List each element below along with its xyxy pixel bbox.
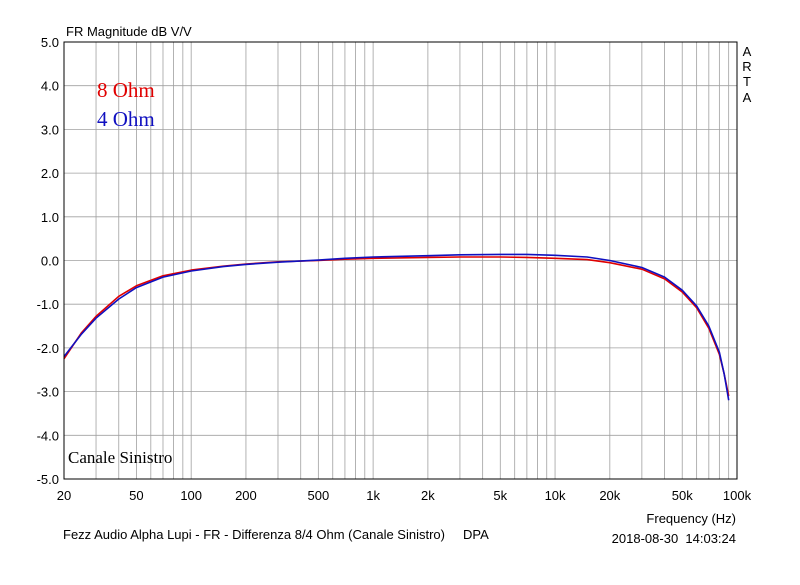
y-tick-label: 0.0 <box>41 254 59 269</box>
chart-series <box>63 253 730 401</box>
x-tick-label: 20 <box>57 488 71 503</box>
legend-4-ohm: 4 Ohm <box>97 107 155 131</box>
y-tick-label: -5.0 <box>37 472 59 487</box>
footer-timestamp: 2018-08-30 14:03:24 <box>612 531 736 546</box>
y-tick-label: 3.0 <box>41 122 59 137</box>
x-tick-label: 2k <box>421 488 435 503</box>
x-tick-labels: 20 50 100 200 500 1k 2k 5k 10k 20k 50k 100k <box>57 488 752 503</box>
y-tick-label: 1.0 <box>41 210 59 225</box>
legend-8-ohm: 8 Ohm <box>97 78 155 102</box>
series-line-4-ohm <box>63 253 730 401</box>
x-tick-label: 5k <box>493 488 507 503</box>
plot-frame <box>63 41 738 480</box>
x-tick-label: 500 <box>307 488 329 503</box>
x-tick-label: 200 <box>235 488 257 503</box>
x-tick-label: 50 <box>129 488 143 503</box>
arta-letter-1: A <box>743 44 752 59</box>
arta-letter-4: A <box>743 90 752 105</box>
y-tick-label: -3.0 <box>37 385 59 400</box>
y-tick-label: -2.0 <box>37 341 59 356</box>
y-tick-label: 4.0 <box>41 79 59 94</box>
footer-description: Fezz Audio Alpha Lupi - FR - Differenza … <box>63 527 489 542</box>
x-tick-label: 20k <box>599 488 620 503</box>
y-tick-labels: 5.0 4.0 3.0 2.0 1.0 0.0 -1.0 -2.0 -3.0 -4.0 -5.0 <box>37 35 59 487</box>
y-tick-label: 2.0 <box>41 166 59 181</box>
arta-letter-2: R <box>742 59 751 74</box>
x-tick-label: 50k <box>672 488 693 503</box>
arta-watermark: A R T A <box>742 44 751 105</box>
x-tick-label: 100k <box>723 488 752 503</box>
x-tick-label: 1k <box>366 488 380 503</box>
y-tick-label: -4.0 <box>37 428 59 443</box>
x-tick-label: 10k <box>545 488 566 503</box>
arta-letter-3: T <box>743 74 751 89</box>
x-tick-label: 100 <box>180 488 202 503</box>
channel-label: Canale Sinistro <box>68 448 172 467</box>
y-tick-label: -1.0 <box>37 297 59 312</box>
chart-title: FR Magnitude dB V/V <box>66 24 192 39</box>
x-axis-label: Frequency (Hz) <box>646 511 736 526</box>
series-line-8-ohm <box>63 256 730 397</box>
y-tick-label: 5.0 <box>41 35 59 50</box>
